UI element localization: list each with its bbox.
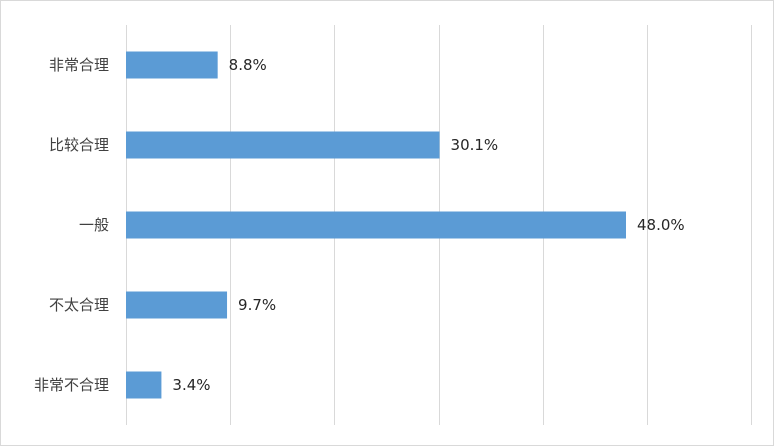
- data-label: 48.0%: [637, 216, 685, 234]
- category-label: 不太合理: [49, 296, 109, 314]
- bar: [126, 371, 162, 399]
- category-label: 非常不合理: [34, 376, 109, 394]
- data-label: 8.8%: [229, 56, 267, 74]
- bars: [126, 51, 626, 399]
- bar: [126, 211, 626, 239]
- bar: [126, 51, 218, 79]
- category-label: 比较合理: [49, 136, 109, 154]
- category-label: 非常合理: [49, 56, 109, 74]
- bar: [126, 131, 440, 159]
- category-label: 一般: [79, 216, 109, 234]
- data-label: 9.7%: [238, 296, 276, 314]
- bar: [126, 291, 228, 319]
- data-label: 3.4%: [172, 376, 210, 394]
- data-labels: 8.8% 30.1% 48.0% 9.7% 3.4%: [172, 56, 684, 394]
- data-label: 30.1%: [451, 136, 499, 154]
